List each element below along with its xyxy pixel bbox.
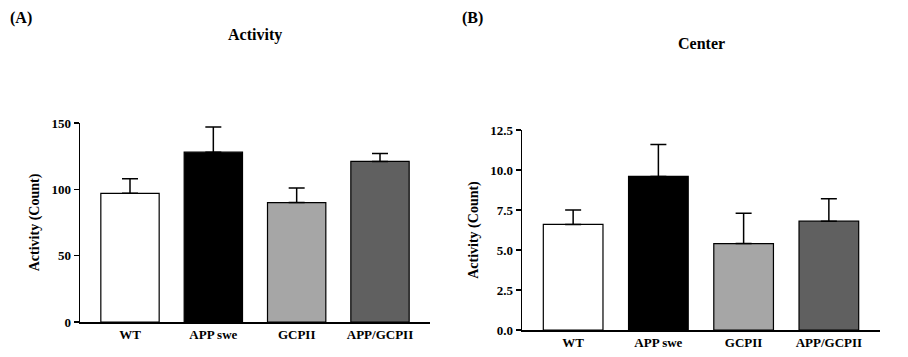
svg-text:Activity: Activity	[228, 26, 282, 44]
svg-text:10.0: 10.0	[490, 163, 513, 178]
svg-text:APP/GCPII: APP/GCPII	[796, 335, 862, 350]
svg-text:WT: WT	[562, 335, 584, 350]
svg-text:5.0: 5.0	[497, 243, 513, 258]
svg-text:GCPII: GCPII	[278, 327, 316, 342]
svg-text:(B): (B)	[462, 9, 483, 27]
svg-text:(A): (A)	[10, 9, 32, 27]
svg-text:7.5: 7.5	[497, 203, 514, 218]
svg-text:APP swe: APP swe	[634, 335, 682, 350]
svg-text:GCPII: GCPII	[725, 335, 763, 350]
svg-text:Activity (Count): Activity (Count)	[466, 181, 482, 279]
svg-text:Activity (Count): Activity (Count)	[27, 173, 43, 271]
svg-text:100: 100	[51, 182, 71, 197]
svg-text:0.0: 0.0	[497, 323, 513, 338]
svg-text:APP swe: APP swe	[189, 327, 237, 342]
svg-text:12.5: 12.5	[490, 123, 513, 138]
svg-text:150: 150	[51, 116, 71, 131]
svg-text:Center: Center	[678, 35, 725, 52]
svg-text:2.5: 2.5	[497, 283, 514, 298]
svg-text:WT: WT	[119, 327, 141, 342]
svg-text:APP/GCPII: APP/GCPII	[347, 327, 413, 342]
svg-text:0: 0	[64, 315, 71, 330]
svg-text:50: 50	[58, 248, 71, 263]
